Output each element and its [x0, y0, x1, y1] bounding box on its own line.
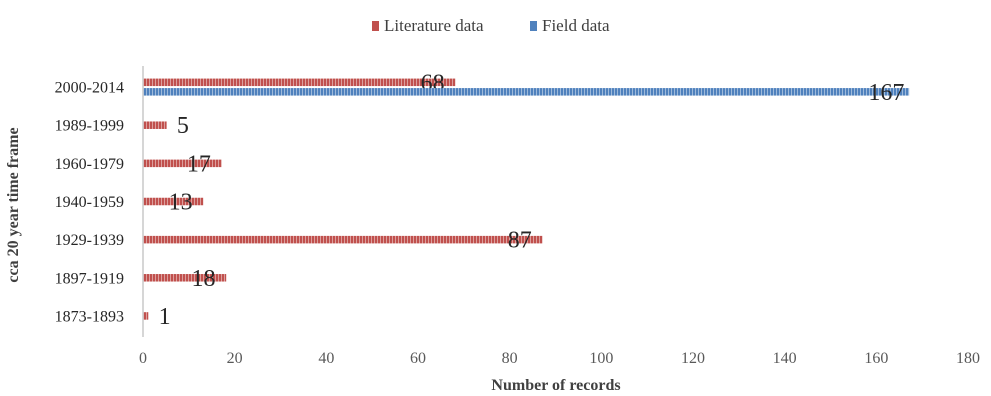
x-tick-label: 60: [410, 350, 426, 367]
legend-swatch: [530, 21, 537, 31]
bar-literature: [143, 274, 227, 282]
x-tick-label: 20: [227, 350, 243, 367]
bar-literature: [143, 197, 204, 206]
y-axis-title-group: cca 20 year time frame: [5, 127, 22, 282]
x-tick-label: 140: [773, 350, 797, 367]
x-tick-label: 160: [864, 350, 888, 367]
y-tick-label: 1940-1959: [55, 194, 124, 211]
y-tick-label: 1929-1939: [55, 232, 124, 249]
x-tick-label: 80: [502, 350, 518, 367]
legend-swatch: [372, 21, 379, 31]
x-tick-label: 100: [589, 350, 613, 367]
data-label: 5: [177, 113, 189, 139]
bar-literature: [143, 121, 167, 129]
x-axis-title: Number of records: [491, 377, 620, 394]
y-tick-label: 1989-1999: [55, 118, 124, 135]
data-label: 18: [192, 266, 216, 292]
x-tick-label: 180: [956, 350, 980, 367]
x-axis: 0 20 40 60 80 100 120 140 160 180 Number of record…: [139, 350, 980, 394]
y-tick-label: 1897-1919: [55, 270, 124, 287]
legend: Literature data Field data: [372, 16, 610, 35]
y-axis-title: cca 20 year time frame: [5, 127, 22, 282]
data-label: 17: [187, 151, 211, 177]
bar-literature: [143, 78, 456, 87]
bar-literature: [143, 159, 222, 168]
x-tick-label: 0: [139, 350, 147, 367]
data-label: 13: [169, 190, 193, 216]
data-label: 87: [508, 228, 532, 254]
bar-literature: [143, 312, 149, 320]
bar-field: [143, 88, 910, 96]
y-tick-label: 2000-2014: [55, 80, 124, 97]
legend-label: Field data: [542, 16, 610, 35]
plot-area: 1873-1893 1 1897-1919 18 1929-1939 87 1940-195…: [55, 66, 910, 337]
data-label: 167: [868, 80, 904, 106]
x-tick-label: 40: [318, 350, 334, 367]
bar-literature: [143, 235, 543, 244]
y-tick-label: 1873-1893: [55, 308, 124, 325]
data-label: 1: [159, 304, 171, 330]
y-tick-label: 1960-1979: [55, 156, 124, 173]
legend-label: Literature data: [384, 16, 484, 35]
x-tick-label: 120: [681, 350, 705, 367]
